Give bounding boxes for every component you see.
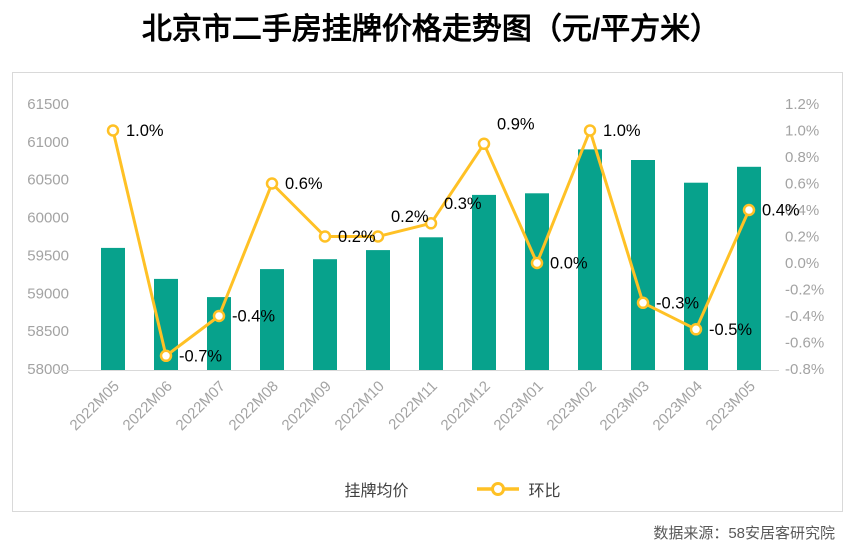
left-axis-tick: 61500 (27, 96, 69, 113)
line-marker-2023M01 (530, 256, 544, 270)
bar-2023M01 (525, 193, 549, 370)
line-marker-2022M07 (212, 309, 226, 323)
bar-2022M10 (366, 250, 390, 370)
left-axis-tick: 59000 (27, 285, 69, 302)
bar-series-swatch-icon (294, 481, 336, 497)
combo-chart: 61500 61000 60500 60000 59500 59000 58500 58000… (27, 96, 824, 434)
x-axis-label: 2022M09 (279, 378, 335, 434)
right-axis-tick: 0.0% (785, 255, 819, 272)
line-value-label: -0.3% (656, 294, 699, 312)
right-axis-tick: -0.2% (785, 282, 824, 299)
left-axis-tick: 58000 (27, 361, 69, 378)
line-value-label: 0.6% (285, 175, 323, 193)
right-axis-tick: 0.6% (785, 176, 819, 193)
line-value-label: 0.0% (550, 255, 588, 273)
line-marker-2023M05 (742, 203, 756, 217)
right-axis-tick: -0.6% (785, 335, 824, 352)
right-axis-tick: -0.4% (785, 308, 824, 325)
bar-2022M07 (207, 297, 231, 370)
line-value-label: -0.4% (232, 308, 275, 326)
left-axis-tick: 60500 (27, 172, 69, 189)
right-axis-tick: 1.0% (785, 123, 819, 140)
bar-2023M04 (684, 182, 708, 370)
legend-item-line-series: 环比 (475, 477, 561, 501)
x-axis-label: 2022M07 (173, 378, 229, 434)
line-marker-2022M08 (265, 177, 279, 190)
line-series-swatch-icon (475, 481, 521, 497)
line-marker-2022M11 (424, 217, 438, 230)
right-axis-tick: 0.8% (785, 149, 819, 166)
bar-2023M03 (631, 160, 655, 370)
chart-title: 北京市二手房挂牌价格走势图（元/平方米） (141, 13, 721, 46)
bar-2023M05 (737, 166, 761, 370)
left-axis-tick: 58500 (27, 323, 69, 340)
bar-2022M09 (313, 259, 337, 370)
right-axis-tick: 1.2% (785, 96, 819, 113)
line-marker-2022M06 (159, 349, 173, 363)
line-value-label: 0.2% (338, 228, 376, 246)
x-axis-label: 2023M03 (597, 378, 653, 434)
line-marker-2022M10 (371, 230, 385, 243)
bar-2022M05 (101, 247, 125, 370)
line-marker-2022M09 (318, 230, 332, 243)
line-marker-2023M02 (583, 124, 597, 137)
legend-line-label: 环比 (528, 483, 561, 500)
line-value-label: 0.2% (391, 208, 429, 226)
x-axis-label: 2022M05 (67, 378, 123, 434)
legend: 挂牌均价 环比 (13, 477, 842, 501)
line-marker-2023M03 (636, 296, 650, 310)
bar-2022M12 (472, 194, 496, 370)
x-axis-label: 2022M06 (120, 378, 176, 434)
bar-2022M08 (260, 269, 284, 370)
line-value-label: 1.0% (603, 122, 641, 140)
line-value-label: 0.4% (762, 202, 800, 220)
line-value-label: 1.0% (126, 122, 164, 140)
line-marker-2023M04 (689, 323, 703, 336)
right-axis-tick: -0.8% (785, 361, 824, 378)
legend-bar-label: 挂牌均价 (344, 483, 409, 500)
x-axis-label: 2023M04 (650, 378, 706, 434)
left-axis-tick: 60000 (27, 210, 69, 227)
right-axis-tick: 0.2% (785, 229, 819, 246)
x-axis-label: 2022M11 (385, 378, 440, 433)
chart-panel: 61500 61000 60500 60000 59500 59000 58500 58000… (12, 72, 843, 512)
left-axis-tick: 61000 (27, 134, 69, 151)
x-axis-label: 2022M08 (226, 378, 282, 434)
line-value-label: 0.9% (497, 115, 535, 133)
line-value-label: -0.5% (709, 321, 752, 339)
bar-2023M02 (578, 149, 602, 370)
x-axis-label: 2023M02 (544, 378, 600, 434)
data-source: 数据来源：58安居客研究院 (653, 525, 835, 542)
x-axis-label: 2023M05 (703, 378, 759, 434)
bar-2022M11 (419, 237, 443, 370)
x-axis-label: 2023M01 (491, 378, 547, 434)
x-axis-label: 2022M12 (438, 378, 494, 434)
legend-item-bar-series: 挂牌均价 (294, 477, 408, 501)
line-marker-2022M05 (106, 124, 120, 137)
x-axis-label: 2022M10 (332, 378, 388, 434)
right-axis-tick: 0.4% (785, 202, 819, 219)
line-value-label: -0.7% (179, 347, 222, 365)
line-marker-2022M12 (477, 137, 491, 151)
line-value-label: 0.3% (444, 195, 482, 213)
left-axis-tick: 59500 (27, 247, 69, 264)
